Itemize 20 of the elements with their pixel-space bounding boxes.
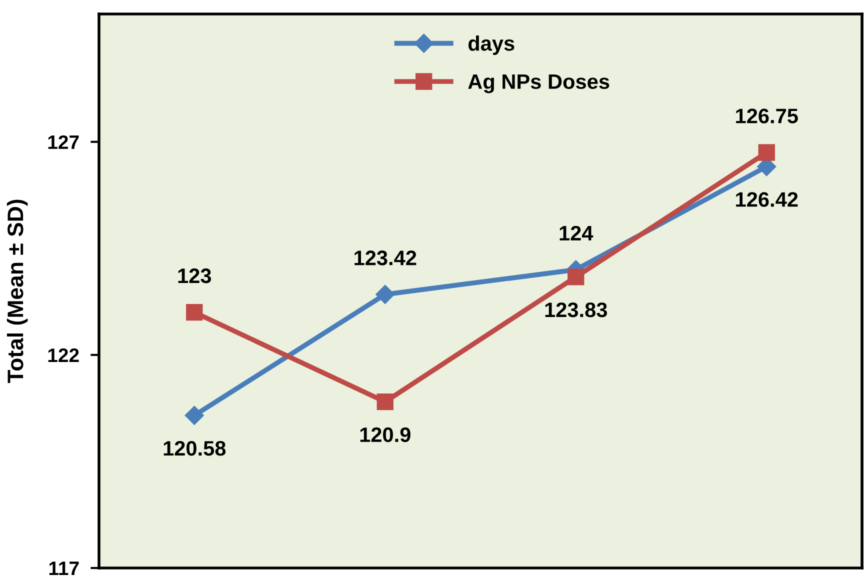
- point: [376, 284, 395, 304]
- y-axis-title: Total (Mean ± SD): [6, 200, 28, 384]
- legend-label: days: [468, 36, 514, 55]
- point: [184, 406, 204, 425]
- data-label: 123.83: [545, 302, 607, 318]
- point: [568, 268, 584, 286]
- data-label: 126.42: [736, 192, 798, 207]
- data-label: 123: [178, 268, 212, 284]
- data-label: 120.58: [164, 440, 226, 456]
- data-label: 124: [560, 226, 594, 240]
- y-tick-label: 117: [49, 562, 79, 576]
- data-label: 126.75: [736, 108, 798, 124]
- y-tick-label: 127: [48, 135, 79, 149]
- data-label: 120.9: [360, 427, 410, 442]
- point: [186, 304, 203, 321]
- point: [758, 144, 775, 161]
- legend-label: Ag NPs Doses: [468, 74, 610, 94]
- data-label: 123.42: [354, 250, 416, 266]
- y-tick-label: 122: [48, 348, 79, 362]
- point: [376, 393, 394, 410]
